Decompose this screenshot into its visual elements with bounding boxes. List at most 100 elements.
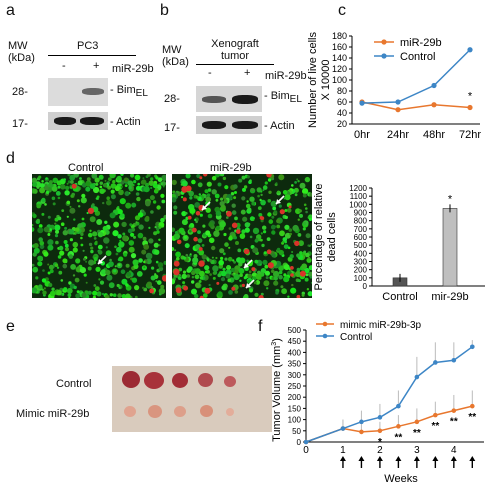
cell <box>238 268 245 274</box>
cell <box>239 273 243 277</box>
cell <box>297 233 302 237</box>
cell <box>118 286 121 289</box>
cell <box>114 185 120 192</box>
dead-cell <box>296 294 301 298</box>
cell <box>174 249 177 252</box>
cell <box>149 195 155 201</box>
arrow-indicator-head <box>246 283 251 288</box>
cell <box>176 256 180 261</box>
dead-cell <box>231 222 238 229</box>
bim-band-2 <box>232 95 258 104</box>
dead-cell <box>266 174 272 178</box>
cell <box>217 182 222 187</box>
cell <box>161 174 166 181</box>
y-tick-label: 140 <box>332 53 347 63</box>
cell <box>231 203 236 208</box>
cell <box>302 193 307 198</box>
cell <box>123 177 129 182</box>
cell <box>266 237 271 241</box>
cell <box>301 293 305 297</box>
cell <box>158 244 161 247</box>
cell <box>249 179 252 183</box>
cell <box>199 270 205 277</box>
cell <box>47 271 51 275</box>
cell <box>302 188 309 195</box>
cell <box>193 254 198 258</box>
cell <box>234 290 239 294</box>
x-tick-label: 1 <box>340 445 346 456</box>
cell <box>38 237 43 242</box>
cell <box>305 273 309 277</box>
cell <box>268 219 274 224</box>
cell <box>278 270 283 275</box>
cell <box>308 265 312 271</box>
cell <box>72 274 76 277</box>
cell <box>83 257 86 261</box>
cell <box>220 204 226 210</box>
y-tick-label: 100 <box>288 416 302 425</box>
panel-d-image-right-label: miR-29b <box>210 162 252 174</box>
y-tick-label: 1100 <box>350 192 368 201</box>
y-tick-label: 400 <box>354 249 368 258</box>
cell <box>67 174 71 177</box>
cell <box>304 277 309 282</box>
data-point <box>359 419 364 425</box>
cell <box>143 266 146 269</box>
cell <box>112 230 119 237</box>
cell <box>39 183 45 189</box>
cell <box>64 226 68 230</box>
cell <box>245 203 251 209</box>
cell <box>60 222 65 226</box>
cell <box>93 257 98 261</box>
cell <box>220 174 225 177</box>
dead-cell <box>266 249 272 255</box>
cell <box>45 177 48 180</box>
cell <box>273 276 278 281</box>
cell <box>231 210 237 215</box>
cell <box>284 194 291 201</box>
cell <box>260 238 263 242</box>
cell <box>97 250 103 255</box>
panel-d-chart: 0100200300400500600700800900100011001200… <box>313 183 485 303</box>
cell <box>86 177 91 182</box>
cell <box>206 181 212 187</box>
cell <box>204 189 209 194</box>
data-point <box>377 428 383 434</box>
cell <box>97 244 103 250</box>
cell <box>207 213 213 219</box>
cell <box>135 192 140 196</box>
cell <box>57 185 61 189</box>
y-tick-label: 100 <box>354 274 368 283</box>
cell <box>181 180 188 187</box>
y-tick-label: 180 <box>332 31 347 41</box>
x-tick-label: 0 <box>303 445 309 456</box>
cell <box>158 287 166 295</box>
panel-c-plot: * <box>359 47 473 113</box>
cell <box>65 247 69 252</box>
cell <box>223 199 228 204</box>
panel-d-letter: d <box>6 150 15 167</box>
cell <box>301 263 308 270</box>
cell <box>55 240 59 245</box>
cell <box>173 210 178 215</box>
cell <box>76 290 80 293</box>
panel-b-lane-minus: - <box>208 67 212 79</box>
cell <box>192 257 199 264</box>
cell <box>134 295 138 298</box>
cell <box>288 228 293 232</box>
cell <box>68 229 75 235</box>
sample-line-2: tumor <box>220 50 250 62</box>
data-point <box>431 102 437 108</box>
cell <box>273 270 280 278</box>
cell <box>101 292 105 296</box>
cell <box>153 242 159 248</box>
cell <box>61 209 65 212</box>
cell <box>281 288 287 295</box>
cell <box>310 243 312 246</box>
cell <box>154 226 157 229</box>
cell <box>96 291 102 297</box>
y-tick-label: 50 <box>292 427 301 436</box>
cell <box>243 185 248 189</box>
